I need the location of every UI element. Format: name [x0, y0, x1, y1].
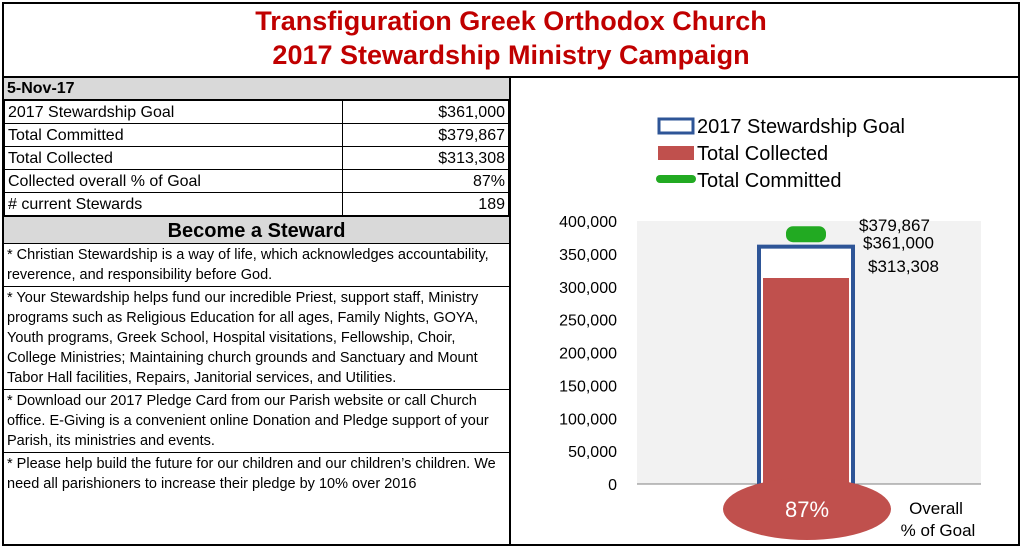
- thermometer-bulb: [723, 478, 891, 540]
- legend-goal-swatch: [657, 117, 695, 135]
- report-date: 5-Nov-17: [4, 78, 509, 100]
- steward-paragraph: * Please help build the future for our c…: [7, 456, 496, 492]
- percent-caption-line1: Overall: [909, 499, 963, 518]
- row-label: 2017 Stewardship Goal: [4, 100, 343, 124]
- y-tick-label: 250,000: [559, 313, 617, 330]
- row-value: $379,867: [342, 123, 509, 147]
- header-title-line1: Transfiguration Greek Orthodox Church: [255, 6, 767, 36]
- summary-panel: 5-Nov-17 2017 Stewardship Goal $361,000 …: [2, 78, 511, 546]
- thermometer-chart: 2017 Stewardship Goal Total Collected To…: [559, 116, 981, 540]
- row-value: 189: [342, 192, 509, 216]
- y-tick-label: 350,000: [559, 247, 617, 264]
- y-tick-label: 200,000: [559, 346, 617, 363]
- become-steward-heading: Become a Steward: [4, 216, 509, 244]
- committed-value-label: $379,867: [859, 216, 930, 235]
- percent-of-goal-label: 87%: [785, 497, 829, 522]
- summary-table: 2017 Stewardship Goal $361,000 Total Com…: [4, 100, 509, 216]
- committed-marker: [786, 226, 826, 243]
- legend-collected-swatch: [658, 146, 694, 160]
- table-row: Total Committed $379,867: [4, 123, 509, 147]
- y-tick-label: 300,000: [559, 280, 617, 297]
- steward-paragraph: * Download our 2017 Pledge Card from our…: [4, 390, 509, 453]
- legend-committed-label: Total Committed: [697, 170, 842, 192]
- table-row: # current Stewards 189: [4, 192, 509, 216]
- row-label: # current Stewards: [4, 192, 343, 216]
- steward-paragraph: * Christian Stewardship is a way of life…: [4, 244, 509, 287]
- y-tick-label: 100,000: [559, 411, 617, 428]
- y-tick-label: 400,000: [559, 214, 617, 231]
- legend-committed-swatch: [656, 175, 696, 183]
- y-tick-label: 0: [608, 477, 617, 494]
- y-tick-label: 50,000: [568, 444, 617, 461]
- row-value: $313,308: [342, 146, 509, 170]
- table-row: 2017 Stewardship Goal $361,000: [4, 100, 509, 124]
- y-tick-label: 150,000: [559, 378, 617, 395]
- steward-paragraph: * Your Stewardship helps fund our incred…: [4, 287, 509, 390]
- table-row: Collected overall % of Goal 87%: [4, 169, 509, 193]
- chart-panel: 2017 Stewardship Goal Total Collected To…: [511, 78, 1020, 546]
- percent-caption-line2: % of Goal: [901, 521, 976, 540]
- collected-value-label: $313,308: [868, 257, 939, 276]
- row-label: Total Collected: [4, 146, 343, 170]
- header-title-line2: 2017 Stewardship Ministry Campaign: [272, 40, 750, 70]
- goal-value-label: $361,000: [863, 234, 934, 253]
- table-row: Total Collected $313,308: [4, 146, 509, 170]
- legend-collected-label: Total Collected: [697, 143, 828, 165]
- row-value: 87%: [342, 169, 509, 193]
- collected-bar: [763, 278, 849, 490]
- legend-goal-label: 2017 Stewardship Goal: [697, 116, 905, 138]
- page-header: Transfiguration Greek Orthodox Church 20…: [2, 2, 1020, 78]
- row-label: Collected overall % of Goal: [4, 169, 343, 193]
- row-value: $361,000: [342, 100, 509, 124]
- y-axis-ticks: 0 50,000 100,000 150,000 200,000 250,000…: [559, 214, 617, 494]
- row-label: Total Committed: [4, 123, 343, 147]
